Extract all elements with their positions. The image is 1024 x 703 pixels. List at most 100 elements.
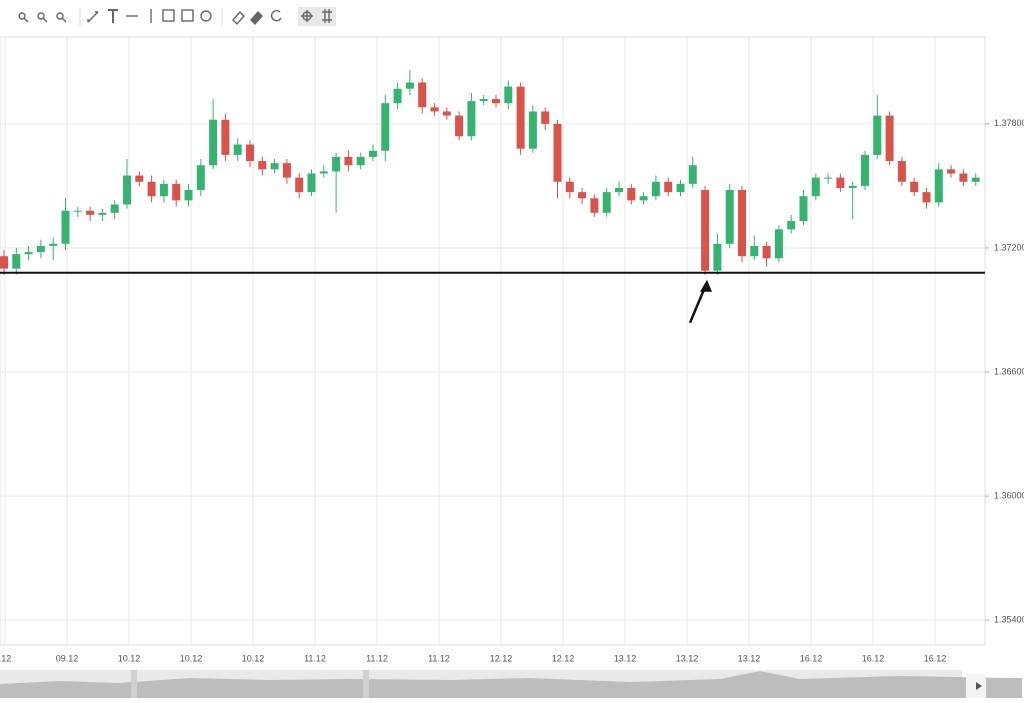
- candle-body: [762, 245, 771, 259]
- candle-body: [688, 165, 697, 184]
- candle-body: [184, 190, 193, 201]
- candle-body: [504, 86, 513, 104]
- candle-body: [307, 173, 316, 193]
- x-tick-label: 16.12: [924, 653, 947, 663]
- candle-body: [910, 181, 919, 193]
- draw-tools[interactable]: [87, 9, 212, 23]
- candle-body: [541, 111, 550, 124]
- candle-body: [516, 86, 525, 149]
- candle-body: [639, 196, 648, 201]
- candle-body: [553, 123, 562, 182]
- candle-body: [455, 115, 464, 137]
- zoom-tools[interactable]: [18, 12, 67, 23]
- x-tick-label: 12.12: [490, 653, 513, 663]
- candle-body: [492, 99, 500, 104]
- x-tick-label: .12: [0, 653, 11, 663]
- x-tick-label: 12.12: [552, 653, 575, 663]
- candle-body: [811, 177, 820, 197]
- candle-body: [356, 156, 365, 166]
- candle-body: [233, 144, 242, 155]
- candle-body: [922, 192, 931, 203]
- candle-body: [799, 196, 808, 222]
- candle-body: [393, 88, 402, 104]
- y-tick-label: 1.37200: [994, 242, 1024, 252]
- candle-body: [147, 181, 156, 197]
- candle-body: [135, 175, 144, 182]
- y-tick-label: 1.35400: [994, 615, 1024, 625]
- candle-body: [159, 183, 168, 197]
- candle-body: [897, 161, 906, 182]
- plot-frame: [0, 36, 986, 646]
- candle-body: [73, 210, 82, 212]
- candle-body: [209, 119, 218, 166]
- x-tick-label: 13.12: [676, 653, 699, 663]
- candle-body: [602, 192, 611, 213]
- x-tick-label: 16.12: [862, 653, 885, 663]
- candle-body: [676, 183, 685, 193]
- candle-body: [282, 163, 291, 178]
- candle-body: [836, 177, 845, 188]
- x-tick-label: 10.12: [118, 653, 141, 663]
- candle-body: [442, 111, 451, 116]
- arrow-head: [700, 279, 712, 292]
- navigator-handle[interactable]: [363, 670, 369, 698]
- candle-body: [565, 181, 574, 193]
- candle-body: [24, 252, 33, 255]
- candle-body: [528, 111, 537, 149]
- candle-body: [196, 165, 205, 191]
- candle-body: [172, 183, 181, 201]
- x-tick-label: 16.12: [800, 653, 823, 663]
- candle-body: [61, 210, 70, 244]
- x-tick-label: 13.12: [614, 653, 637, 663]
- navigator-handle[interactable]: [131, 670, 137, 698]
- candle-body: [0, 256, 8, 269]
- navigator[interactable]: [0, 670, 1022, 698]
- navigator-area: [0, 671, 1022, 698]
- candle-body: [861, 154, 869, 186]
- x-tick-label: 13.12: [738, 653, 761, 663]
- candle-body: [467, 101, 476, 137]
- candle-body: [774, 229, 783, 259]
- candle-body: [246, 144, 254, 162]
- edit-tools[interactable]: [232, 9, 282, 26]
- x-tick-label: 11.12: [304, 653, 326, 663]
- candle-body: [873, 115, 882, 155]
- candle-body: [959, 173, 968, 182]
- candle-body: [701, 190, 710, 271]
- x-tick-label: 09.12: [56, 653, 79, 663]
- candle-body: [86, 210, 95, 215]
- candle-body: [947, 169, 956, 174]
- candle-body: [319, 171, 328, 174]
- candle-body: [295, 177, 304, 193]
- candle-body: [651, 181, 660, 197]
- y-tick-label: 1.36000: [994, 490, 1024, 500]
- candle-body: [98, 212, 107, 215]
- candle-body: [664, 181, 673, 193]
- y-tick-label: 1.37800: [994, 118, 1024, 128]
- candle-body: [221, 119, 230, 155]
- candle-body: [824, 177, 833, 179]
- candle-body: [405, 82, 414, 89]
- candle-body: [590, 198, 599, 213]
- candle-body: [430, 107, 439, 112]
- x-tick-label: 11.12: [366, 653, 388, 663]
- y-tick-label: 1.36600: [994, 366, 1024, 376]
- candle-body: [750, 245, 759, 257]
- candle-body: [270, 163, 279, 170]
- toolbar: [18, 7, 336, 26]
- candle-body: [123, 175, 131, 205]
- candle-body: [885, 115, 894, 162]
- scroll-arrow: [976, 682, 982, 690]
- plot-area: [0, 36, 986, 646]
- candle-body: [787, 221, 796, 230]
- candle-body: [381, 103, 390, 151]
- candle-body: [615, 187, 623, 193]
- candle-body: [934, 169, 943, 203]
- candle-body: [49, 243, 58, 246]
- x-tick-label: 10.12: [180, 653, 203, 663]
- candle-body: [713, 243, 722, 271]
- x-tick-label: 11.12: [428, 653, 450, 663]
- candle-body: [627, 187, 636, 201]
- x-tick-label: 10.12: [242, 653, 265, 663]
